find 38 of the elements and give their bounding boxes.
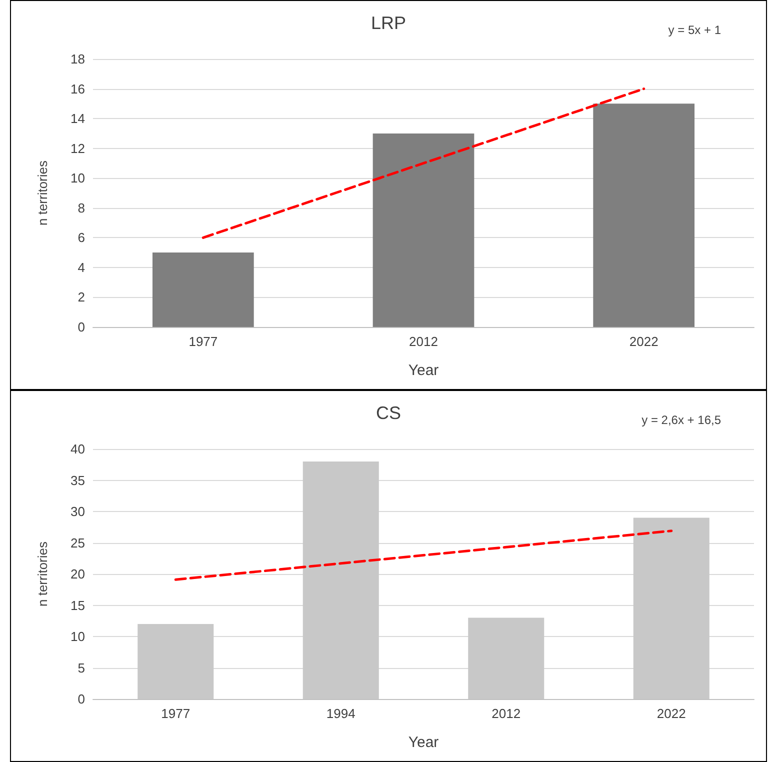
x-axis-title: Year — [408, 734, 439, 751]
chart-title: LRP — [370, 13, 406, 33]
y-axis-title: n territories — [35, 540, 50, 607]
bar — [372, 133, 474, 327]
x-axis-title: Year — [408, 362, 439, 379]
x-tick-label: 1994 — [326, 706, 356, 721]
y-tick-label: 4 — [78, 260, 85, 275]
y-tick-label: 12 — [70, 140, 85, 156]
y-tick-label: 25 — [70, 535, 85, 550]
x-tick-label: 1977 — [161, 706, 190, 721]
y-tick-label: 0 — [78, 320, 85, 334]
y-tick-label: 10 — [70, 170, 85, 186]
y-tick-label: 10 — [70, 629, 85, 644]
y-tick-label: 40 — [70, 442, 85, 456]
x-tick-label: 2022 — [656, 706, 686, 721]
x-tick-label: 1977 — [188, 334, 218, 349]
y-tick-label: 6 — [78, 230, 85, 246]
y-tick-label: 16 — [70, 81, 85, 96]
x-tick-label: 2012 — [409, 334, 438, 349]
y-tick-label: 18 — [70, 52, 85, 66]
bar — [593, 104, 695, 327]
x-tick-label: 2012 — [492, 706, 521, 721]
chart-title: CS — [376, 403, 402, 423]
x-tick-label: 2022 — [629, 334, 658, 349]
text: y = 5x + 1 — [668, 23, 722, 37]
y-tick-label: 15 — [70, 598, 85, 613]
y-tick-label: 30 — [70, 504, 85, 519]
bar — [152, 252, 254, 327]
y-tick-label: 14 — [70, 111, 85, 126]
line-series — [174, 530, 673, 581]
y-axis-title: n territories — [35, 160, 50, 226]
text: y = 2,6x + 16,5 — [642, 413, 722, 427]
y-tick-label: 35 — [70, 472, 85, 488]
y-tick-label: 8 — [78, 200, 85, 216]
y-tick-label: 0 — [78, 692, 85, 706]
y-tick-label: 20 — [70, 566, 85, 582]
y-tick-label: 2 — [78, 290, 85, 305]
y-tick-label: 5 — [78, 660, 85, 676]
